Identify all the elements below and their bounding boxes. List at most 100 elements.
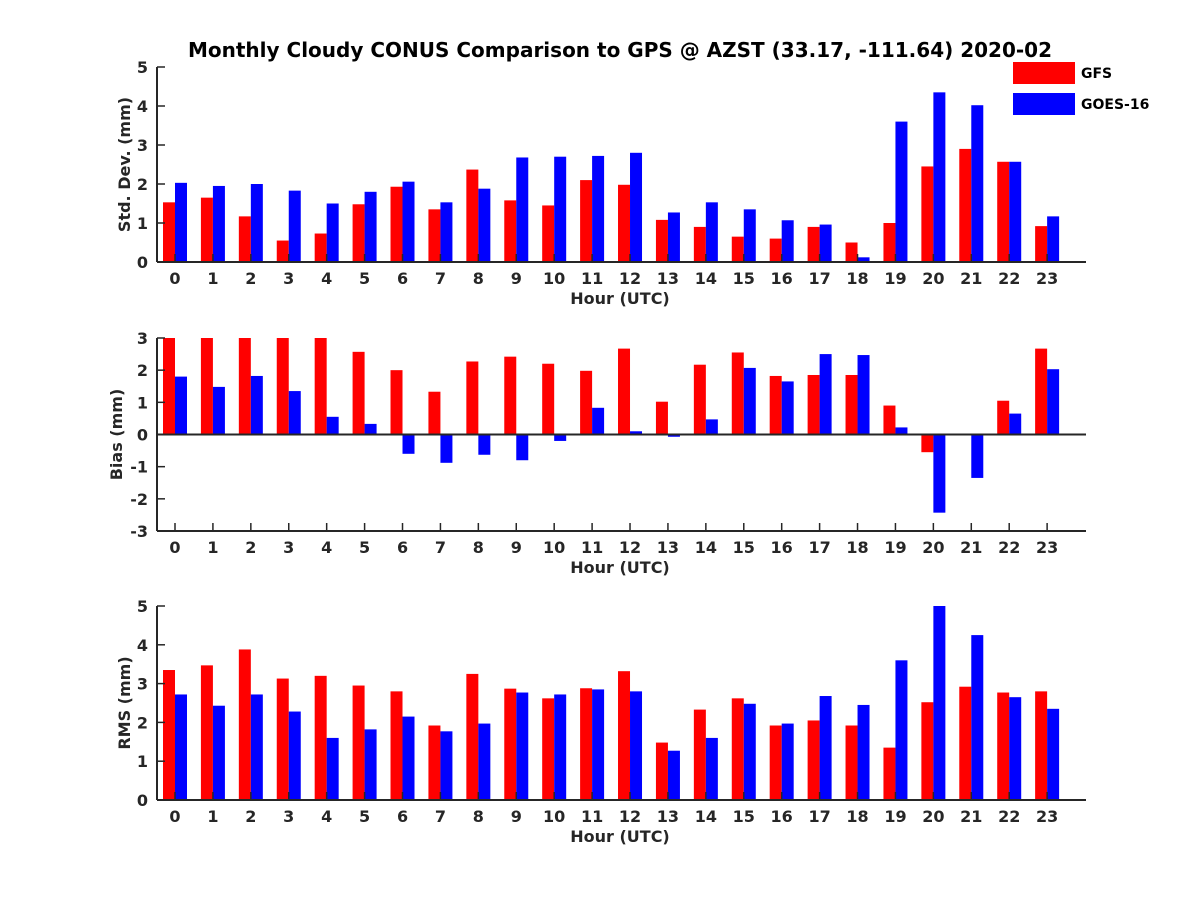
bar-gfs-hour-0: [163, 202, 175, 262]
y-tick-label: 5: [137, 58, 148, 77]
x-tick-label: 17: [808, 807, 830, 826]
bar-goes16-hour-16: [781, 723, 794, 800]
bar-goes16-hour-6: [402, 716, 415, 800]
x-tick-label: 10: [543, 807, 565, 826]
bar-gfs-hour-16: [769, 238, 782, 262]
x-tick-label: 20: [922, 807, 944, 826]
y-tick-label: 3: [137, 136, 148, 155]
bar-gfs-hour-23: [1035, 226, 1048, 262]
x-tick-label: 15: [733, 807, 755, 826]
x-tick-label: 13: [657, 269, 679, 288]
bar-gfs-hour-22: [997, 400, 1010, 435]
x-tick-label: 12: [619, 269, 641, 288]
bar-gfs-hour-20: [921, 434, 934, 453]
bar-gfs-hour-14: [693, 226, 706, 262]
bar-goes16-hour-22: [1009, 697, 1022, 800]
x-tick-label: 2: [245, 269, 256, 288]
bar-goes16-hour-4: [326, 737, 339, 800]
bar-gfs-hour-3: [276, 338, 289, 435]
bar-gfs-hour-9: [504, 688, 517, 800]
bar-goes16-hour-8: [478, 434, 491, 455]
bar-goes16-hour-15: [743, 209, 756, 262]
bar-goes16-hour-11: [592, 689, 605, 800]
bar-gfs-hour-0: [163, 338, 175, 435]
y-tick-label: -3: [130, 522, 148, 541]
bar-goes16-hour-12: [630, 152, 643, 262]
bar-gfs-hour-18: [845, 242, 858, 262]
x-tick-label: 17: [808, 538, 830, 557]
x-tick-label: 3: [283, 538, 294, 557]
bar-gfs-hour-17: [807, 720, 820, 800]
bar-goes16-hour-23: [1047, 369, 1060, 435]
x-tick-label: 19: [884, 807, 906, 826]
x-tick-label: 7: [435, 538, 446, 557]
bar-goes16-hour-16: [781, 220, 794, 262]
bar-goes16-hour-7: [440, 434, 453, 463]
bar-gfs-hour-23: [1035, 691, 1048, 800]
bar-gfs-hour-6: [390, 186, 403, 262]
bar-goes16-hour-10: [554, 434, 567, 441]
bar-gfs-hour-4: [314, 675, 327, 800]
bar-goes16-hour-18: [857, 704, 870, 800]
bar-goes16-hour-6: [402, 181, 415, 262]
x-tick-label: 23: [1036, 538, 1058, 557]
bar-goes16-hour-8: [478, 188, 491, 262]
legend-swatch-gfs: [1013, 62, 1075, 84]
x-tick-label: 8: [473, 269, 484, 288]
bar-gfs-hour-5: [352, 204, 365, 262]
bar-gfs-hour-2: [238, 649, 251, 800]
bar-gfs-hour-6: [390, 691, 403, 800]
bar-gfs-hour-18: [845, 725, 858, 800]
bar-goes16-hour-23: [1047, 708, 1060, 800]
bar-gfs-hour-20: [921, 166, 934, 262]
bar-goes16-hour-10: [554, 156, 567, 262]
x-tick-label: 9: [511, 269, 522, 288]
x-tick-label: 9: [511, 807, 522, 826]
legend-swatch-goes16: [1013, 93, 1075, 115]
bar-goes16-hour-19: [895, 427, 908, 435]
x-tick-label: 11: [581, 538, 603, 557]
y-tick-label: -2: [130, 490, 148, 509]
x-axis-label: Hour (UTC): [570, 558, 670, 577]
bar-goes16-hour-7: [440, 731, 453, 800]
x-tick-label: 8: [473, 807, 484, 826]
x-tick-label: 5: [359, 269, 370, 288]
bar-gfs-hour-14: [693, 364, 706, 435]
bar-goes16-hour-17: [819, 696, 832, 800]
bar-goes16-hour-14: [705, 419, 718, 435]
bar-goes16-hour-11: [592, 155, 605, 262]
x-tick-label: 13: [657, 538, 679, 557]
legend: GFS GOES-16: [1013, 62, 1149, 115]
x-tick-label: 2: [245, 538, 256, 557]
bar-gfs-hour-4: [314, 233, 327, 262]
bar-goes16-hour-13: [667, 750, 680, 800]
bar-gfs-hour-13: [655, 401, 668, 435]
bar-goes16-hour-11: [592, 407, 605, 435]
y-tick-label: 0: [137, 426, 148, 445]
x-tick-label: 9: [511, 538, 522, 557]
bar-gfs-hour-21: [959, 686, 972, 800]
bar-gfs-hour-22: [997, 161, 1010, 262]
bar-goes16-hour-3: [288, 190, 301, 262]
x-tick-label: 23: [1036, 807, 1058, 826]
bar-goes16-hour-2: [250, 694, 263, 800]
bar-goes16-hour-20: [933, 92, 946, 262]
bar-gfs-hour-10: [542, 698, 555, 800]
x-tick-label: 15: [733, 269, 755, 288]
x-tick-label: 4: [321, 538, 332, 557]
x-tick-label: 2: [245, 807, 256, 826]
bar-goes16-hour-5: [364, 729, 377, 800]
x-tick-label: 22: [998, 538, 1020, 557]
bar-gfs-hour-3: [276, 678, 289, 800]
y-tick-label: 1: [137, 752, 148, 771]
y-axis-label: Std. Dev. (mm): [115, 97, 134, 232]
bar-gfs-hour-5: [352, 351, 365, 435]
x-tick-label: 1: [207, 538, 218, 557]
bar-goes16-hour-12: [630, 691, 643, 800]
bar-goes16-hour-2: [250, 184, 263, 262]
x-tick-label: 20: [922, 269, 944, 288]
bar-gfs-hour-11: [580, 180, 593, 262]
bar-gfs-hour-12: [618, 184, 631, 262]
bar-goes16-hour-22: [1009, 413, 1022, 435]
